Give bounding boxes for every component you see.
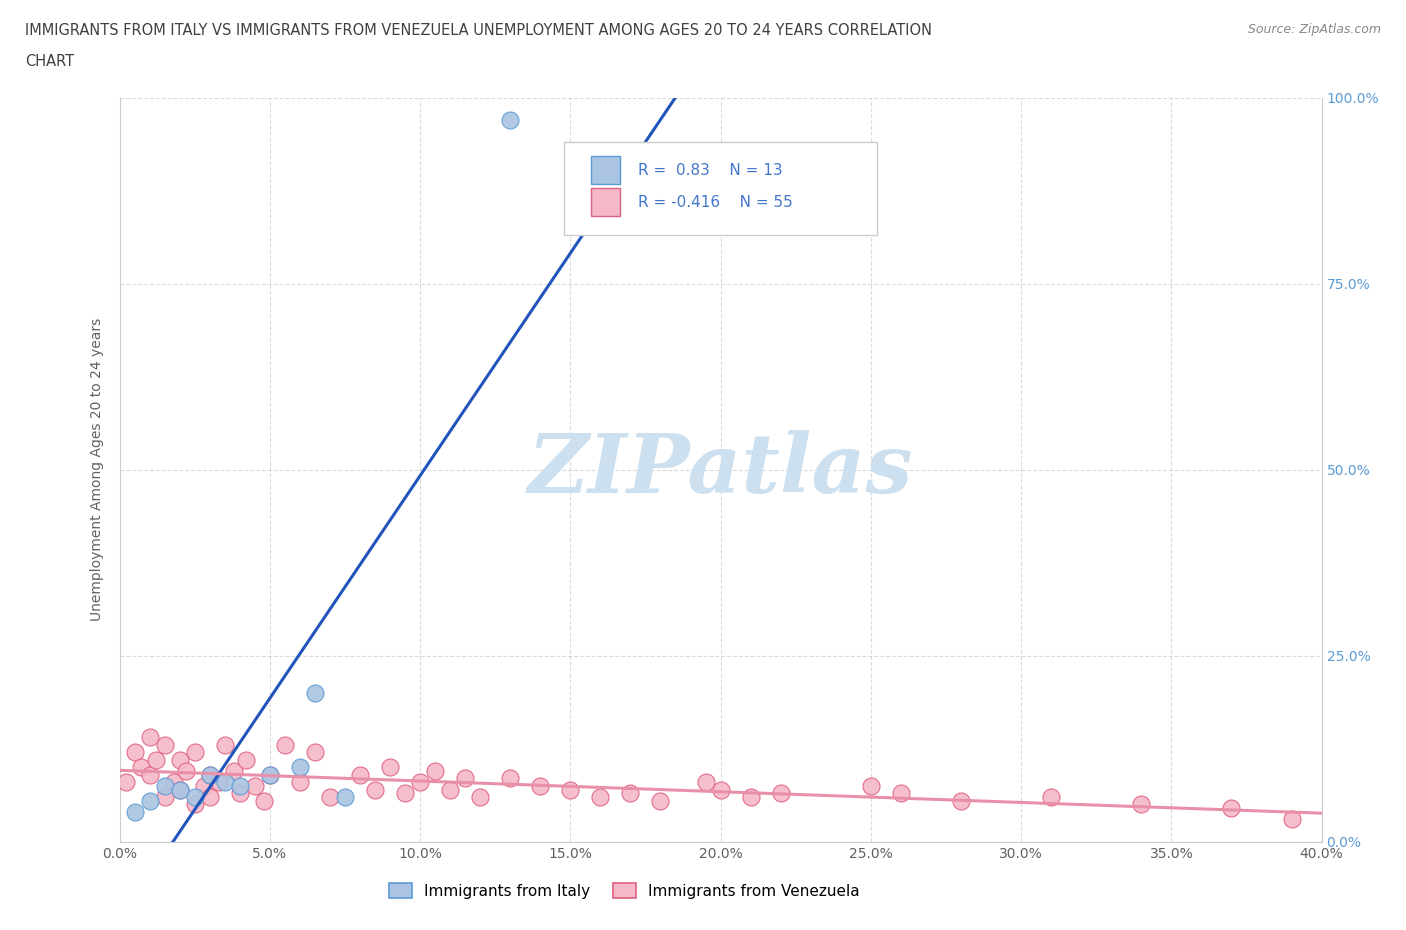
Point	[1130, 797, 1153, 812]
Point	[409, 775, 432, 790]
Point	[259, 767, 281, 782]
Point	[228, 786, 252, 801]
Point	[198, 767, 221, 782]
Point	[709, 782, 731, 797]
Point	[162, 775, 184, 790]
Point	[499, 113, 522, 127]
Point	[769, 786, 792, 801]
Point	[129, 760, 152, 775]
Point	[695, 775, 717, 790]
Point	[259, 767, 281, 782]
Point	[364, 782, 387, 797]
Text: CHART: CHART	[25, 54, 75, 69]
Text: R = -0.416    N = 55: R = -0.416 N = 55	[638, 194, 793, 209]
Point	[235, 752, 257, 767]
Point	[394, 786, 416, 801]
Point	[589, 790, 612, 804]
Point	[333, 790, 356, 804]
Point	[138, 793, 160, 808]
Point	[423, 764, 446, 778]
Point	[319, 790, 342, 804]
Point	[145, 752, 167, 767]
Point	[153, 778, 176, 793]
Point	[890, 786, 912, 801]
Point	[208, 775, 231, 790]
Text: ZIPatlas: ZIPatlas	[527, 430, 914, 510]
Point	[274, 737, 297, 752]
Point	[529, 778, 551, 793]
Point	[138, 730, 160, 745]
Point	[304, 685, 326, 700]
Point	[253, 793, 276, 808]
Point	[169, 752, 191, 767]
Text: R =  0.83    N = 13: R = 0.83 N = 13	[638, 163, 782, 178]
Point	[222, 764, 245, 778]
Point	[304, 745, 326, 760]
Point	[560, 782, 582, 797]
Point	[198, 767, 221, 782]
Point	[228, 778, 252, 793]
Point	[183, 745, 205, 760]
Point	[1040, 790, 1063, 804]
Point	[153, 737, 176, 752]
Point	[124, 804, 146, 819]
Point	[193, 778, 215, 793]
Legend: Immigrants from Italy, Immigrants from Venezuela: Immigrants from Italy, Immigrants from V…	[382, 876, 866, 905]
Point	[288, 775, 311, 790]
Point	[214, 775, 236, 790]
Point	[183, 790, 205, 804]
Point	[243, 778, 266, 793]
Point	[439, 782, 461, 797]
Point	[378, 760, 401, 775]
FancyBboxPatch shape	[591, 189, 620, 216]
Point	[468, 790, 492, 804]
FancyBboxPatch shape	[564, 142, 877, 235]
Point	[288, 760, 311, 775]
Point	[950, 793, 973, 808]
Point	[138, 767, 160, 782]
Point	[124, 745, 146, 760]
Point	[859, 778, 882, 793]
Point	[114, 775, 136, 790]
Point	[214, 737, 236, 752]
Point	[454, 771, 477, 786]
Point	[619, 786, 641, 801]
Point	[1220, 801, 1243, 816]
Text: IMMIGRANTS FROM ITALY VS IMMIGRANTS FROM VENEZUELA UNEMPLOYMENT AMONG AGES 20 TO: IMMIGRANTS FROM ITALY VS IMMIGRANTS FROM…	[25, 23, 932, 38]
Y-axis label: Unemployment Among Ages 20 to 24 years: Unemployment Among Ages 20 to 24 years	[90, 318, 104, 621]
Point	[1281, 812, 1303, 827]
Point	[153, 790, 176, 804]
Point	[650, 793, 672, 808]
Point	[169, 782, 191, 797]
Point	[198, 790, 221, 804]
Point	[499, 771, 522, 786]
Point	[183, 797, 205, 812]
FancyBboxPatch shape	[591, 156, 620, 184]
Point	[169, 782, 191, 797]
Point	[740, 790, 762, 804]
Text: Source: ZipAtlas.com: Source: ZipAtlas.com	[1247, 23, 1381, 36]
Point	[174, 764, 197, 778]
Point	[349, 767, 371, 782]
